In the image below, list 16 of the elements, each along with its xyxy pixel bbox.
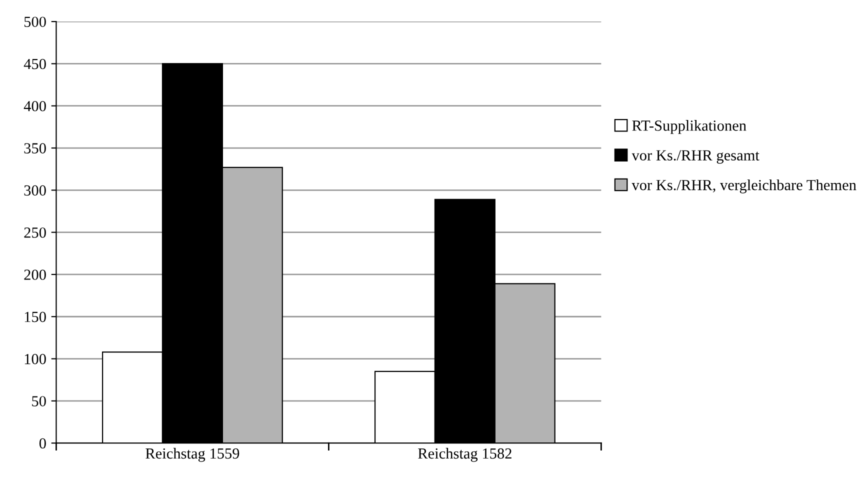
legend-label: RT-Supplikationen <box>632 120 746 134</box>
y-tick-label: 350 <box>24 143 46 154</box>
y-tick-label: 500 <box>24 16 46 28</box>
legend-label: vor Ks./RHR gesamt <box>632 150 760 164</box>
y-tick-label: 50 <box>32 396 46 406</box>
y-tick-label: 100 <box>24 354 46 364</box>
y-tick-label: 0 <box>39 438 46 449</box>
y-tick-label: 400 <box>24 101 46 112</box>
y-tick-label: 450 <box>24 58 46 70</box>
legend-label: vor Ks./RHR, vergleichbare Themen <box>632 179 856 194</box>
y-tick-label: 300 <box>24 185 46 196</box>
x-tick-label: Reichstag 1582 <box>418 448 512 462</box>
y-tick-label: 150 <box>24 312 46 322</box>
x-tick-label: Reichstag 1559 <box>146 448 240 462</box>
y-tick-label: 250 <box>24 227 46 238</box>
y-tick-label: 200 <box>24 270 46 280</box>
